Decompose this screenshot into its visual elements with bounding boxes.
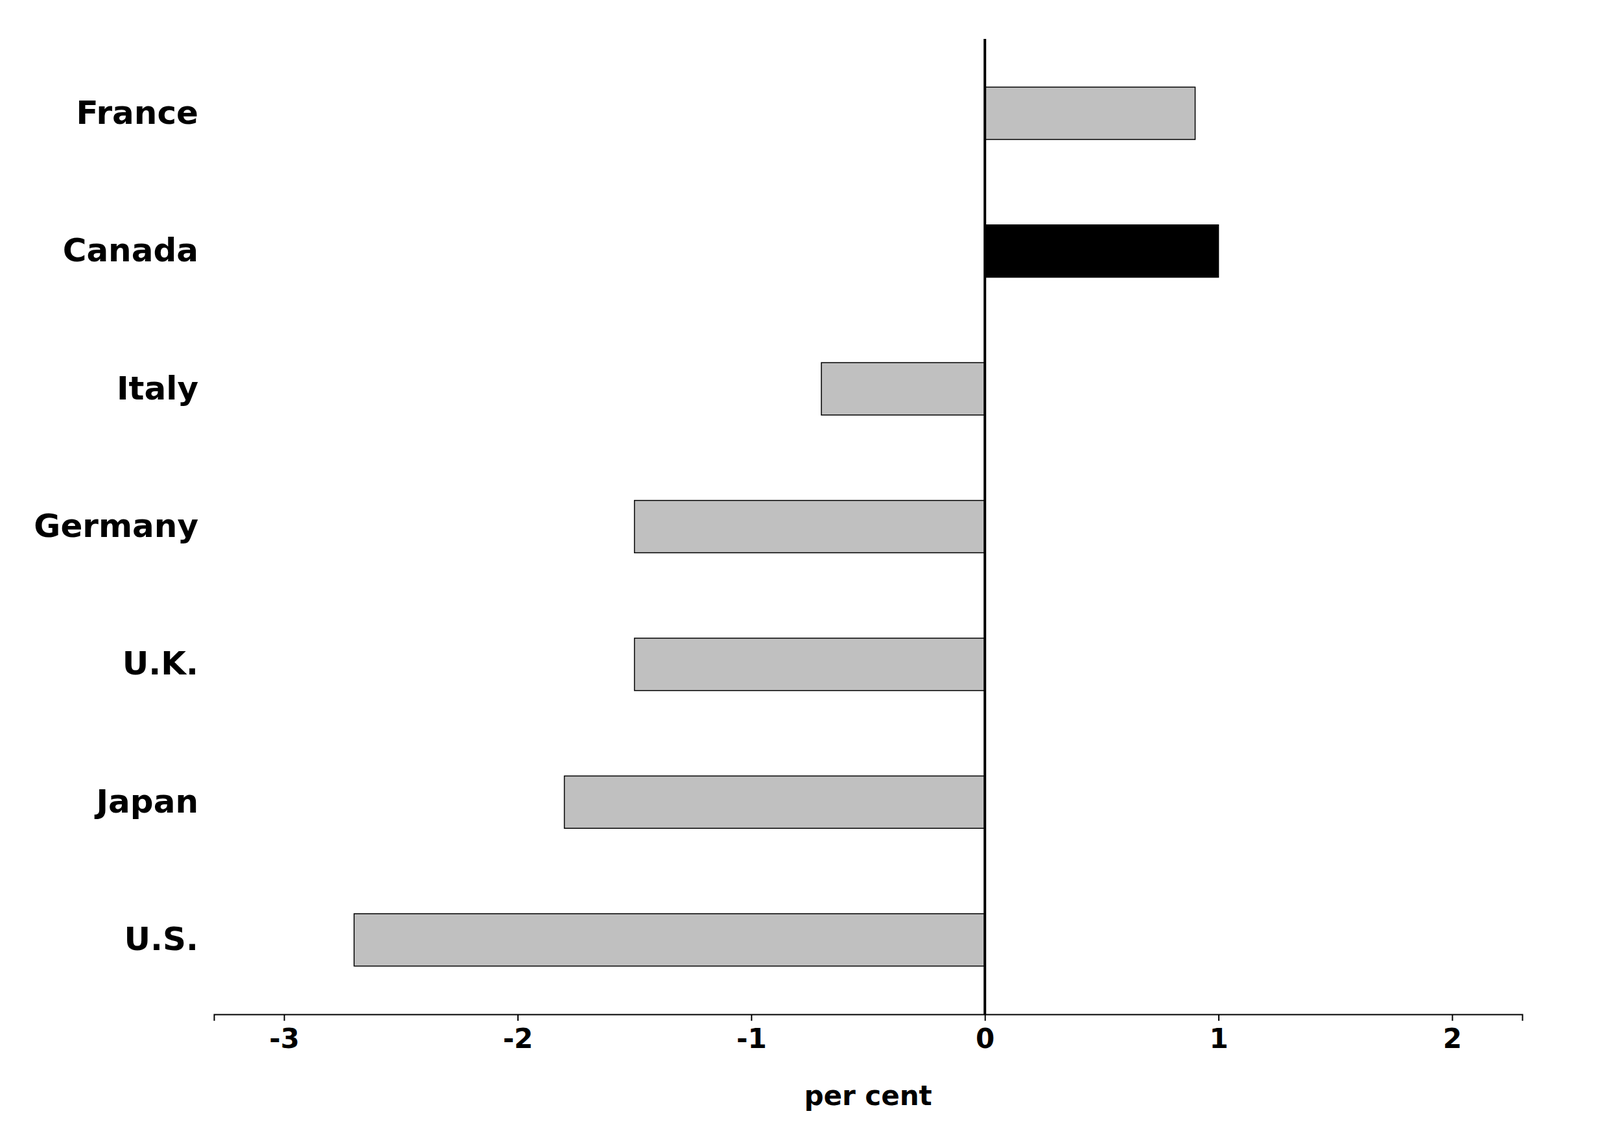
x-axis-title: per cent — [803, 1079, 932, 1112]
x-tick-mark — [984, 1013, 987, 1021]
y-tick: Japan — [94, 782, 199, 821]
x-tick-mark — [283, 1013, 286, 1021]
zero-line — [983, 38, 987, 1014]
bar — [564, 775, 986, 828]
x-tick-mark — [517, 1013, 519, 1021]
x-tick-mark — [1451, 1013, 1453, 1021]
x-tick-mark — [750, 1013, 753, 1021]
x-tick: -2 — [503, 1013, 534, 1055]
y-tick: France — [75, 94, 199, 132]
y-tick: U.S. — [123, 919, 199, 958]
x-tick-label: -1 — [736, 1022, 767, 1055]
bar — [984, 224, 1219, 278]
x-axis: -3 -2 -1 0 1 2 — [214, 1013, 1523, 1055]
x-tick-label: 0 — [975, 1022, 995, 1055]
bar — [634, 500, 986, 553]
bar — [984, 86, 1195, 140]
x-tick: 1 — [1209, 1013, 1228, 1055]
y-tick-label: Germany — [33, 506, 199, 545]
y-tick: Italy — [116, 369, 199, 408]
y-tick: Germany — [33, 506, 199, 545]
x-tick-mark — [1218, 1013, 1220, 1021]
chart: -3 -2 -1 0 1 2 France Canada Italy Germany U.K. Jap… — [0, 0, 1600, 1144]
y-tick-label: Japan — [94, 782, 199, 821]
y-tick-label: Canada — [62, 231, 199, 270]
y-tick: Canada — [62, 231, 199, 270]
x-tick-label: 1 — [1209, 1022, 1228, 1055]
x-axis-line — [214, 1014, 1523, 1022]
y-tick-label: France — [75, 94, 199, 132]
y-tick-label: U.S. — [123, 919, 199, 958]
bar — [821, 362, 985, 415]
y-tick: U.K. — [122, 644, 199, 683]
x-tick: 2 — [1443, 1013, 1462, 1055]
y-tick-label: U.K. — [122, 644, 199, 683]
y-axis: France Canada Italy Germany U.K. Japan U.S. — [33, 94, 199, 959]
x-tick: 0 — [975, 1013, 995, 1055]
x-tick-label: 2 — [1443, 1022, 1462, 1055]
y-tick-label: Italy — [116, 369, 199, 408]
x-tick: -1 — [736, 1013, 767, 1055]
bars — [353, 38, 1219, 1014]
x-tick-label: -2 — [503, 1022, 534, 1055]
x-tick: -3 — [269, 1013, 300, 1055]
bar — [353, 913, 985, 966]
bar — [634, 637, 986, 691]
x-tick-label: -3 — [269, 1022, 300, 1055]
plot: -3 -2 -1 0 1 2 France Canada Italy Germany U.K. Jap… — [33, 38, 1523, 1112]
